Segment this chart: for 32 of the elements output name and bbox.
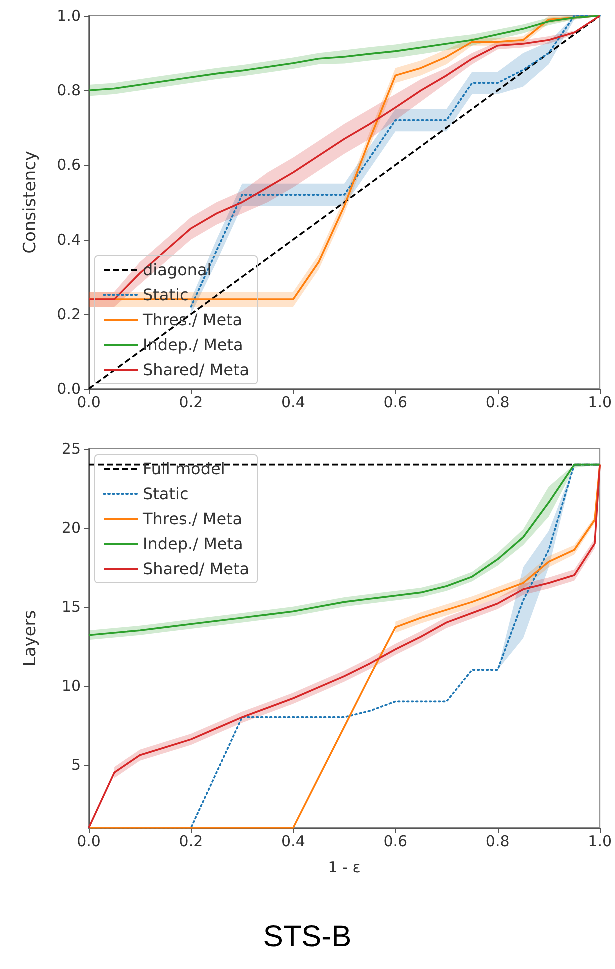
legend-label: Indep./ Meta	[143, 336, 244, 354]
x-tick-label: 0.0	[77, 832, 101, 850]
x-tick-label: 0.4	[282, 394, 306, 412]
legend-label: Thres./ Meta	[142, 510, 243, 528]
y-tick-label: 0.2	[57, 305, 81, 324]
legend-label: Static	[143, 484, 189, 504]
y-tick-label: 10	[62, 676, 81, 695]
x-tick-label: 0.4	[282, 832, 306, 850]
x-tick-label: 0.8	[486, 394, 510, 412]
legend-label: Shared/ Meta	[143, 360, 250, 380]
text: STS-B	[263, 920, 352, 954]
x-tick-label: 0.8	[486, 832, 510, 850]
y-tick-label: 20	[62, 518, 81, 537]
x-tick-label: 0.6	[384, 832, 408, 850]
legend-label: Shared/ Meta	[143, 560, 250, 578]
legend-label: Thres./ Meta	[142, 310, 243, 330]
y-tick-label: 0.6	[57, 156, 81, 174]
y-tick-label: 0.4	[57, 230, 81, 249]
x-tick-label: 1.0	[588, 394, 612, 412]
x-tick-label: 0.6	[384, 394, 408, 412]
y-tick-label: 25	[62, 440, 81, 458]
legend-label: Indep./ Meta	[143, 534, 244, 554]
y-tick-label: 0.8	[57, 82, 81, 100]
y-tick-label: 5	[71, 756, 81, 774]
x-tick-label: 1.0	[588, 832, 612, 850]
y-axis-title: Layers	[20, 610, 40, 667]
x-axis-title: 1 - ε	[328, 858, 361, 876]
y-tick-label: 1.0	[57, 7, 81, 25]
y-axis-title: Consistency	[20, 151, 40, 254]
x-tick-label: 0.2	[179, 832, 204, 850]
x-tick-label: 0.2	[179, 394, 204, 412]
y-tick-label: 15	[62, 598, 81, 616]
